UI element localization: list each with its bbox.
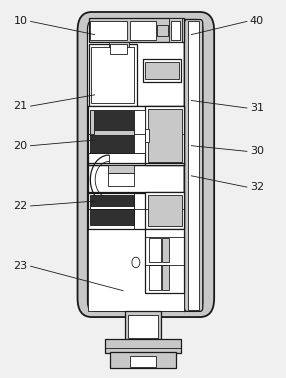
Bar	[145, 192, 184, 229]
Bar	[110, 43, 127, 54]
Bar	[148, 109, 182, 162]
Bar	[90, 130, 134, 135]
Bar	[143, 59, 181, 82]
Bar	[188, 22, 199, 310]
Bar	[134, 110, 145, 153]
Bar	[108, 173, 134, 186]
Bar	[145, 62, 179, 79]
Bar	[90, 209, 134, 225]
Circle shape	[132, 257, 140, 268]
Bar	[88, 106, 184, 164]
Text: 10: 10	[14, 16, 28, 26]
Bar	[110, 352, 176, 368]
Bar	[108, 164, 134, 173]
Bar	[88, 163, 184, 193]
Bar	[89, 18, 184, 42]
Bar	[145, 229, 184, 293]
Bar	[130, 21, 156, 40]
Bar	[128, 315, 158, 338]
Bar	[109, 42, 129, 55]
Bar	[149, 238, 161, 262]
Bar	[105, 339, 181, 353]
Bar	[145, 106, 184, 164]
Bar	[162, 238, 169, 262]
Text: 40: 40	[250, 16, 264, 26]
Text: 32: 32	[250, 182, 264, 192]
Bar	[91, 47, 134, 103]
Bar	[124, 311, 162, 340]
Text: 21: 21	[13, 101, 28, 111]
Bar	[157, 25, 168, 36]
FancyBboxPatch shape	[184, 20, 203, 311]
Bar	[130, 356, 156, 367]
Bar	[90, 110, 134, 131]
Bar	[90, 195, 134, 206]
Bar	[90, 21, 127, 40]
Text: 20: 20	[13, 141, 28, 151]
Bar	[89, 44, 137, 106]
FancyBboxPatch shape	[78, 12, 214, 317]
Bar	[90, 134, 134, 153]
Bar	[171, 22, 180, 40]
Text: 31: 31	[250, 103, 264, 113]
Bar	[145, 129, 149, 142]
Bar	[88, 192, 184, 229]
Text: 22: 22	[13, 201, 28, 211]
Bar	[149, 265, 161, 290]
Bar	[88, 229, 184, 311]
Bar	[169, 18, 182, 42]
FancyBboxPatch shape	[88, 20, 203, 311]
Text: 23: 23	[13, 261, 28, 271]
Bar	[148, 195, 182, 226]
Text: 30: 30	[250, 146, 264, 156]
Bar	[162, 265, 169, 290]
Bar	[90, 110, 94, 135]
